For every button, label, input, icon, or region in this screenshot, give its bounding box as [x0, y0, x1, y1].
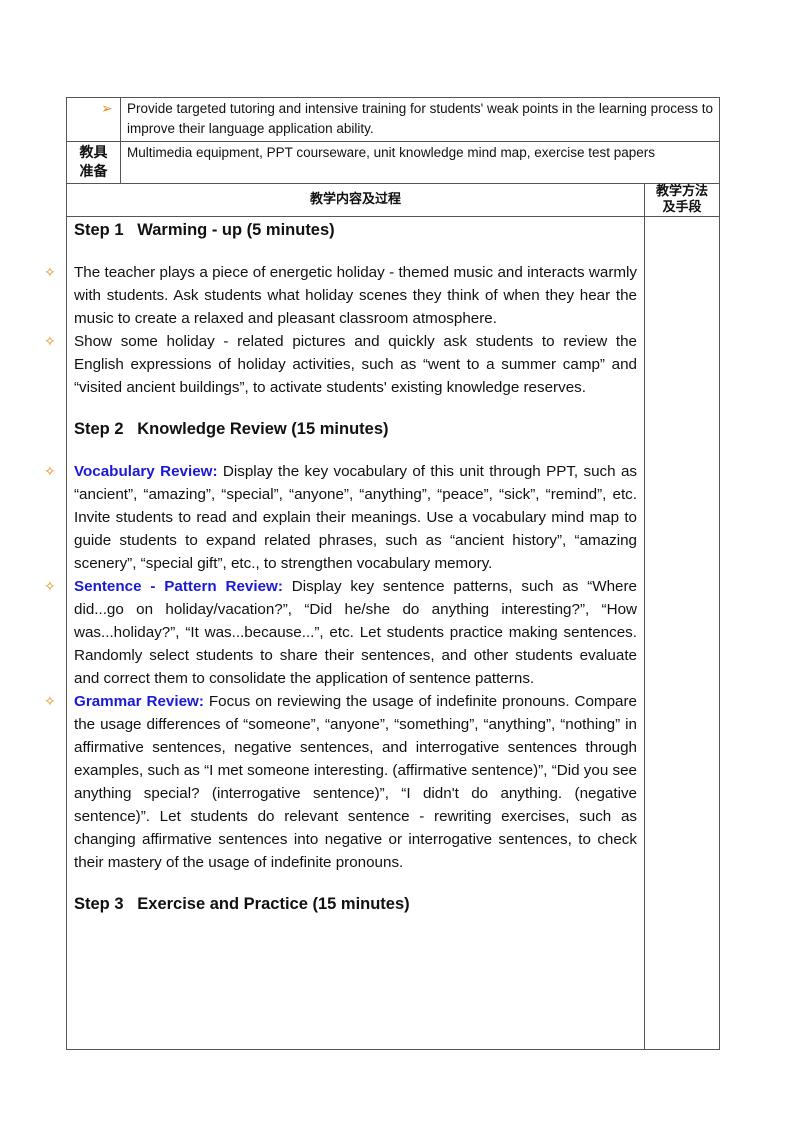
item-text: The teacher plays a piece of energetic h…	[74, 264, 637, 327]
content-cell: Step 1 Warming - up (5 minutes) The teach…	[44, 216, 645, 1050]
step-item: The teacher plays a piece of energetic h…	[44, 261, 637, 330]
tools-text: Multimedia equipment, PPT courseware, un…	[120, 141, 720, 184]
step-item: Sentence - Pattern Review: Display key s…	[44, 575, 637, 690]
header-method: 教学方法及手段	[644, 183, 720, 217]
step-item: Show some holiday - related pictures and…	[44, 330, 637, 399]
step-item: Vocabulary Review: Display the key vocab…	[44, 460, 637, 575]
step-item: Grammar Review: Focus on reviewing the u…	[44, 690, 637, 874]
item-text: Display the key vocabulary of this unit …	[74, 463, 637, 572]
item-text: Focus on reviewing the usage of indefini…	[74, 693, 637, 871]
item-label: Vocabulary Review:	[74, 463, 218, 480]
step-title: Step 2 Knowledge Review (15 minutes)	[74, 420, 389, 438]
step-title: Step 1 Warming - up (5 minutes)	[74, 221, 335, 239]
method-cell	[644, 216, 720, 1050]
item-label: Grammar Review:	[74, 693, 204, 710]
header-content: 教学内容及过程	[66, 183, 645, 217]
bullet-cell: ➢	[66, 97, 121, 142]
item-text: Display key sentence patterns, such as “…	[74, 578, 637, 687]
item-text: Show some holiday - related pictures and…	[74, 333, 637, 396]
tools-label: 教具准备	[66, 141, 121, 184]
arrow-icon: ➢	[101, 100, 113, 116]
item-label: Sentence - Pattern Review:	[74, 578, 283, 595]
step-title: Step 3 Exercise and Practice (15 minutes…	[74, 895, 410, 913]
objective-text: Provide targeted tutoring and intensive …	[120, 97, 720, 142]
